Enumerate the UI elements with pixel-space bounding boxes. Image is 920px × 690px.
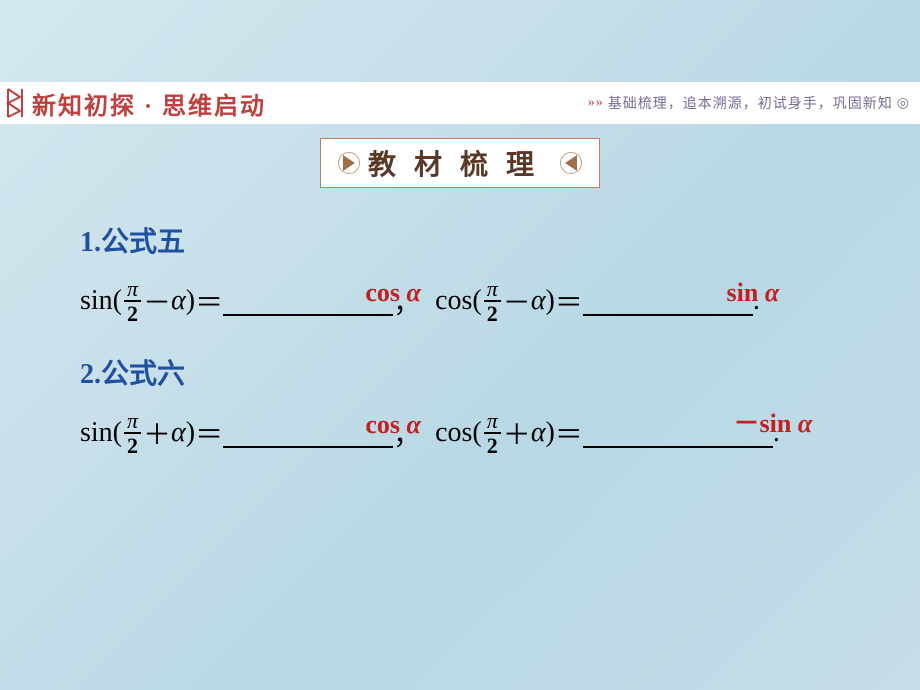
f2-frac2-den: 2: [487, 434, 498, 457]
header-title: 新知初探 · 思维启动: [32, 86, 266, 121]
section-banner: 教材梳理: [320, 138, 600, 188]
f2-answer2: －sin α: [678, 403, 868, 440]
f1-blank2: sin α: [583, 286, 753, 316]
subtitle-dot: ◎: [897, 95, 910, 112]
f2-close2: ): [546, 417, 555, 449]
f1-blank1: cos α: [223, 286, 393, 316]
f2-frac1: π 2: [124, 410, 141, 457]
f2-frac2-num: π: [484, 410, 501, 434]
f2-frac1-num: π: [124, 410, 141, 434]
heading-text-1: 公式五: [101, 227, 185, 258]
f2-blank1: cos α: [223, 418, 393, 448]
f2-plus2: ＋: [503, 413, 531, 453]
f1-frac2-den: 2: [487, 302, 498, 325]
f1-minus2: －: [503, 281, 531, 321]
f1-minus1: －: [143, 281, 171, 321]
f2-plus1: ＋: [143, 413, 171, 453]
f2-sin: sin(: [80, 417, 122, 449]
f2-eq2: ＝: [555, 413, 583, 453]
formula-line-2: sin( π 2 ＋ α ) ＝ cos α ， cos( π 2 ＋ α ) …: [80, 410, 860, 456]
f1-alpha1: α: [171, 285, 186, 317]
f2-frac2: π 2: [484, 410, 501, 457]
formula-line-1: sin( π 2 － α ) ＝ cos α ， cos( π 2 － α ) …: [80, 278, 860, 324]
f2-alpha1: α: [171, 417, 186, 449]
f2-blank2: －sin α: [583, 418, 773, 448]
f2-frac1-den: 2: [127, 434, 138, 457]
header-band: 新知初探 · 思维启动 »» 基础梳理，追本溯源，初试身手，巩固新知 ◎: [0, 82, 920, 124]
f1-alpha2: α: [531, 285, 546, 317]
f2-close1: ): [186, 417, 195, 449]
subtitle-arrows: »»: [588, 95, 604, 111]
f1-close2: ): [546, 285, 555, 317]
heading-num-1: 1.: [80, 227, 101, 258]
formula-heading-2: 2.公式六: [80, 352, 860, 392]
triangle-left-icon: [560, 152, 582, 174]
f1-answer2: sin α: [668, 278, 838, 308]
f2-answer1: cos α: [308, 410, 478, 440]
content-area: 1.公式五 sin( π 2 － α ) ＝ cos α ， cos( π 2 …: [80, 220, 860, 484]
f1-answer1: cos α: [308, 278, 478, 308]
f1-sin: sin(: [80, 285, 122, 317]
f1-frac1-den: 2: [127, 302, 138, 325]
f1-eq1: ＝: [195, 281, 223, 321]
f1-frac2: π 2: [484, 278, 501, 325]
f1-frac2-num: π: [484, 278, 501, 302]
logo-icon: [4, 87, 26, 119]
f1-close1: ): [186, 285, 195, 317]
header-left: 新知初探 · 思维启动: [4, 86, 266, 121]
f1-frac1: π 2: [124, 278, 141, 325]
f1-eq2: ＝: [555, 281, 583, 321]
banner-title: 教材梳理: [368, 143, 552, 183]
f1-frac1-num: π: [124, 278, 141, 302]
heading-num-2: 2.: [80, 359, 101, 390]
f2-alpha2: α: [531, 417, 546, 449]
formula-heading-1: 1.公式五: [80, 220, 860, 260]
f2-eq1: ＝: [195, 413, 223, 453]
heading-text-2: 公式六: [101, 359, 185, 390]
triangle-right-icon: [338, 152, 360, 174]
subtitle-text: 基础梳理，追本溯源，初试身手，巩固新知: [608, 93, 893, 113]
header-subtitle: »» 基础梳理，追本溯源，初试身手，巩固新知 ◎: [588, 93, 910, 113]
